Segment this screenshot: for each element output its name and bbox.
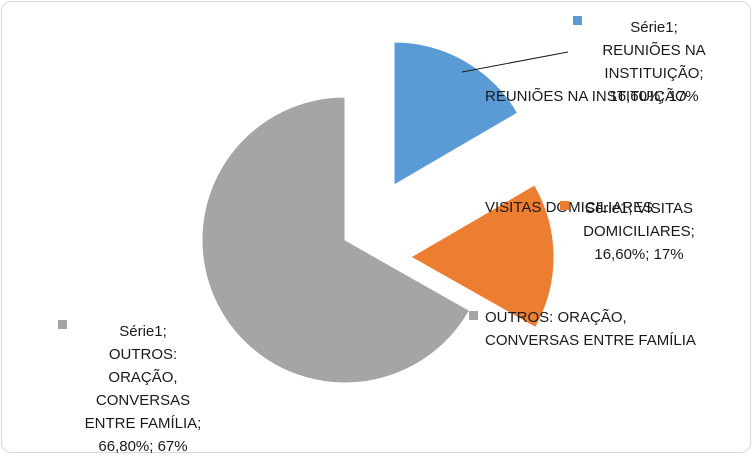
legend-entry-reunioes-na-instituicao: REUNIÕES NA INSTITUIÇÃO xyxy=(485,88,687,105)
data-label-outros-oracao-conversas-entre-familia: Série1; OUTROS: ORAÇÃO, CONVERSAS ENTRE FAMÍ… xyxy=(85,323,202,455)
pie-slice-outros-oracao-conversas-entre-familia xyxy=(201,96,471,384)
data-label-reunioes-na-instituicao: Série1; REUNIÕES NA INSTITUIÇÃO; 16,60%; 17… xyxy=(602,19,705,105)
legend-entry-visitas-domiciliares: VISITAS DOMICILIARES xyxy=(485,199,653,216)
data-label-marker-reunioes-na-instituicao xyxy=(573,16,582,25)
leader-line-reunioes xyxy=(461,51,569,73)
pie-slice-reunioes-na-instituicao xyxy=(393,41,519,186)
legend: REUNIÕES NA INSTITUIÇÃO VISITAS DOMICILIA… xyxy=(469,88,696,349)
legend-marker-outros-oracao-conversas-entre-familia xyxy=(469,311,478,320)
data-label-marker-visitas-domiciliares xyxy=(560,201,569,210)
pie-slice-visitas-domiciliares xyxy=(409,184,555,329)
data-label-visitas-domiciliares: Série1; VISITAS DOMICILIARES; 16,60%; 17% xyxy=(583,200,695,263)
data-labels: Série1; REUNIÕES NA INSTITUIÇÃO; 16,60%; 17… xyxy=(58,16,706,455)
pie-slices xyxy=(201,41,555,384)
legend-entry-outros-oracao-conversas-entre-familia: OUTROS: ORAÇÃO, CONVERSAS ENTRE FAMÍLIA xyxy=(485,309,696,349)
data-label-marker-outros-oracao-conversas-entre-familia xyxy=(58,320,67,329)
